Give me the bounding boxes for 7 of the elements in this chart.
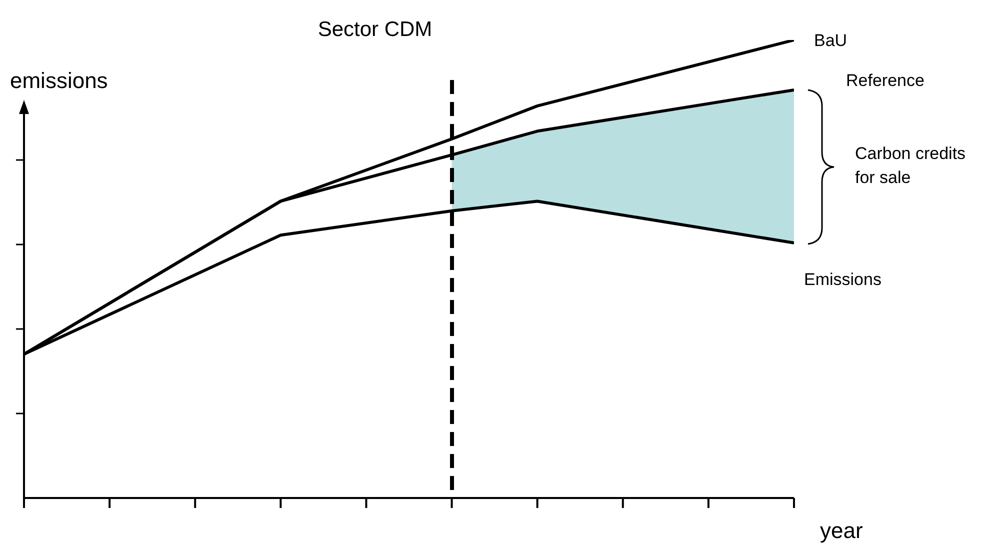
y-axis-title: emissions <box>10 68 108 93</box>
text: Reference <box>846 70 924 90</box>
x-axis-title: year <box>820 518 863 543</box>
text: Carbon credits for sale <box>855 144 966 187</box>
series-label: BaU <box>814 31 848 50</box>
series-label: Emissions <box>804 270 882 289</box>
chart-title: Sector CDM <box>318 18 432 41</box>
